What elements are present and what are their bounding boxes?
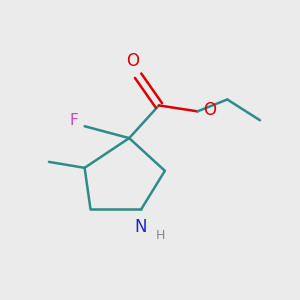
Text: F: F <box>70 113 79 128</box>
Text: N: N <box>135 218 147 236</box>
Text: H: H <box>156 229 165 242</box>
Text: O: O <box>203 101 217 119</box>
Text: O: O <box>126 52 139 70</box>
